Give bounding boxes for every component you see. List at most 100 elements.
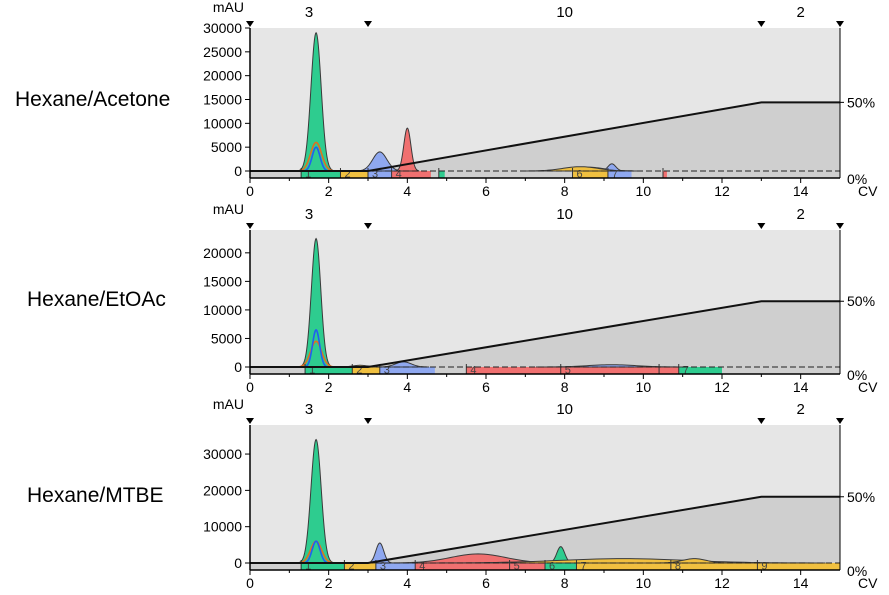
x-tick-label: 4 bbox=[403, 575, 411, 591]
chart-panel: 1 2 3 4 6 70 2 4 6 8 10 12 1405000100001500020000250… bbox=[203, 0, 878, 199]
fraction-label: 9 bbox=[761, 561, 767, 573]
fraction-block bbox=[391, 171, 431, 178]
x-tick-label: 14 bbox=[793, 379, 809, 395]
fraction-block bbox=[545, 563, 577, 570]
gradient-line bbox=[250, 300, 840, 368]
segment-length-label: 2 bbox=[796, 4, 804, 21]
fraction-block bbox=[757, 563, 840, 570]
segment-marker bbox=[364, 223, 372, 229]
segment-marker bbox=[364, 418, 372, 424]
gradient-line bbox=[250, 495, 840, 564]
fraction-block bbox=[438, 171, 445, 178]
x-tick-label: 8 bbox=[561, 575, 569, 591]
fraction-block bbox=[352, 367, 380, 374]
percent-0-label: 0% bbox=[847, 367, 867, 383]
y-unit-label: mAU bbox=[213, 201, 244, 217]
fraction-label: 6 bbox=[577, 169, 583, 181]
fraction-block bbox=[305, 367, 353, 374]
segment-length-label: 3 bbox=[305, 401, 313, 418]
absorbance-trace bbox=[304, 328, 328, 368]
fraction-label: 2 bbox=[348, 561, 354, 573]
chromatogram-peak bbox=[366, 542, 393, 564]
fraction-label: 5 bbox=[514, 561, 520, 573]
fraction-block bbox=[301, 563, 345, 570]
fraction-label: 7 bbox=[612, 169, 618, 181]
y-tick-label: 30000 bbox=[203, 446, 242, 462]
fraction-label: 5 bbox=[565, 365, 571, 377]
y-tick-label: 20000 bbox=[203, 245, 242, 261]
fraction-block bbox=[415, 563, 510, 570]
fraction-block bbox=[368, 171, 392, 178]
x-tick-label: 0 bbox=[246, 575, 254, 591]
x-tick-label: 4 bbox=[403, 183, 411, 199]
x-tick-label: 14 bbox=[793, 575, 809, 591]
fraction-label: 7 bbox=[580, 561, 586, 573]
chromatogram-peak bbox=[299, 438, 333, 564]
absorbance-trace bbox=[303, 540, 329, 564]
segment-length-label: 10 bbox=[556, 206, 573, 223]
segment-marker bbox=[246, 418, 254, 424]
percent-0-label: 0% bbox=[847, 563, 867, 579]
y-tick-label: 15000 bbox=[203, 92, 242, 108]
absorbance-trace bbox=[298, 141, 334, 172]
segment-length-label: 3 bbox=[305, 206, 313, 223]
y-tick-label: 20000 bbox=[203, 68, 242, 84]
y-tick-label: 25000 bbox=[203, 44, 242, 60]
fraction-label: 4 bbox=[396, 169, 402, 181]
segment-length-label: 2 bbox=[796, 206, 804, 223]
x-tick-label: 0 bbox=[246, 183, 254, 199]
fraction-label: 2 bbox=[344, 169, 350, 181]
fraction-label: 7 bbox=[683, 365, 689, 377]
x-tick-label: 2 bbox=[325, 183, 333, 199]
x-tick-label: 14 bbox=[793, 183, 809, 199]
x-unit-label: CV bbox=[858, 575, 878, 591]
segment-length-label: 10 bbox=[556, 401, 573, 418]
fraction-block bbox=[572, 171, 608, 178]
fraction-label: 3 bbox=[372, 169, 378, 181]
x-tick-label: 2 bbox=[325, 379, 333, 395]
fraction-label: 1 bbox=[305, 561, 311, 573]
y-tick-label: 0 bbox=[234, 555, 242, 571]
fraction-label: 8 bbox=[675, 561, 681, 573]
fraction-block bbox=[663, 171, 667, 178]
y-tick-label: 20000 bbox=[203, 482, 242, 498]
y-tick-label: 15000 bbox=[203, 273, 242, 289]
y-tick-label: 5000 bbox=[211, 330, 242, 346]
fraction-block bbox=[375, 563, 416, 570]
x-tick-label: 12 bbox=[714, 379, 730, 395]
fraction-block bbox=[678, 367, 722, 374]
solvent-label-etoac: Hexane/EtOAc bbox=[27, 288, 166, 311]
fraction-block bbox=[466, 367, 561, 374]
fraction-label: 3 bbox=[384, 365, 390, 377]
absorbance-trace bbox=[298, 340, 334, 368]
x-tick-label: 10 bbox=[636, 575, 652, 591]
fraction-block bbox=[509, 563, 545, 570]
fraction-label: 4 bbox=[419, 561, 425, 573]
fraction-block bbox=[340, 171, 368, 178]
fraction-label: 1 bbox=[309, 365, 315, 377]
x-tick-label: 6 bbox=[482, 379, 490, 395]
fraction-label: 3 bbox=[380, 561, 386, 573]
fraction-block bbox=[670, 563, 758, 570]
fraction-block bbox=[607, 171, 632, 178]
segment-marker bbox=[246, 21, 254, 27]
x-unit-label: CV bbox=[858, 379, 878, 395]
fraction-label: 2 bbox=[356, 365, 362, 377]
x-tick-label: 2 bbox=[325, 575, 333, 591]
segment-marker bbox=[836, 21, 844, 27]
y-tick-label: 0 bbox=[234, 359, 242, 375]
x-tick-label: 6 bbox=[482, 575, 490, 591]
x-tick-label: 12 bbox=[714, 183, 730, 199]
fraction-block bbox=[379, 367, 435, 374]
fraction-label: 4 bbox=[470, 365, 476, 377]
segment-marker bbox=[757, 21, 766, 27]
segment-length-label: 3 bbox=[305, 4, 313, 21]
y-tick-label: 5000 bbox=[211, 139, 242, 155]
solvent-label-mtbe: Hexane/MTBE bbox=[27, 484, 164, 507]
percent-50-label: 50% bbox=[847, 293, 875, 309]
chart-panel: 1 2 3 4 5 70 2 4 6 8 10 12 1405000100001500020000mAU… bbox=[203, 201, 878, 395]
x-tick-label: 0 bbox=[246, 379, 254, 395]
x-tick-label: 8 bbox=[561, 183, 569, 199]
fraction-block bbox=[301, 171, 341, 178]
